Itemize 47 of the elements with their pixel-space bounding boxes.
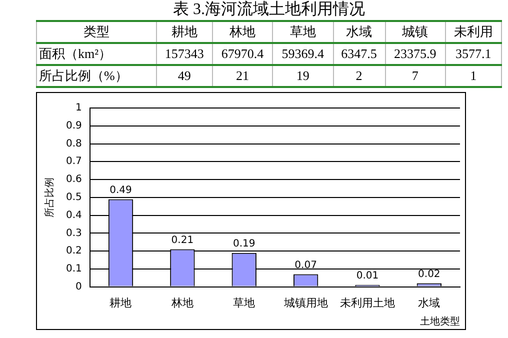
- category-label: 耕地: [156, 21, 212, 43]
- data-label: 0.07: [294, 260, 317, 271]
- data-label: 23375.9: [385, 43, 446, 65]
- text: 类型: [36, 21, 156, 43]
- text: 所占比例（%）: [36, 65, 156, 87]
- data-label: 67970.4: [212, 43, 273, 65]
- x-tick-label: 未利用土地: [340, 296, 395, 310]
- text: 面积（km²）: [36, 43, 156, 65]
- y-tick-label: 1: [76, 102, 82, 114]
- category-label: 水域: [333, 21, 385, 43]
- data-label: 0.21: [171, 234, 194, 246]
- category-label: 城镇: [385, 21, 446, 43]
- x-tick-label: 水域: [418, 296, 440, 310]
- category-label: 林地: [212, 21, 273, 43]
- x-tick-label: 城镇用地: [282, 296, 328, 310]
- data-label: 0.19: [232, 238, 256, 250]
- y-tick-label: 0.9: [66, 120, 82, 132]
- y-tick-label: 0.6: [66, 174, 82, 186]
- y-tick-label: 0.5: [66, 192, 82, 203]
- data-label: 19: [272, 65, 333, 87]
- data-label: 49: [156, 65, 212, 87]
- data-label: 0.49: [110, 184, 132, 196]
- text: 表 3.海河流域土地利用情况: [172, 0, 366, 20]
- data-label: 21: [212, 65, 273, 87]
- x-axis-title: 土地类型: [420, 316, 460, 328]
- data-label: 0.02: [418, 268, 440, 280]
- category-label: 草地: [272, 21, 333, 43]
- x-tick-label: 林地: [170, 296, 194, 310]
- y-axis-title: 所占比例: [44, 177, 56, 218]
- data-label: 157343: [156, 43, 212, 65]
- y-tick-label: 0.4: [66, 210, 82, 221]
- x-tick-label: 草地: [233, 296, 256, 310]
- x-tick-label: 耕地: [110, 296, 132, 310]
- y-tick-label: 0.8: [66, 138, 82, 150]
- category-label: 未利用: [445, 21, 502, 43]
- data-label: 7: [385, 65, 446, 87]
- y-tick-label: 0: [76, 281, 82, 292]
- y-tick-label: 0.7: [66, 156, 82, 168]
- data-label: 3577.1: [445, 43, 502, 65]
- y-tick-label: 0.3: [66, 228, 82, 239]
- data-label: 0.01: [356, 270, 379, 282]
- data-label: 6347.5: [333, 43, 385, 65]
- y-tick-label: 0.1: [66, 264, 82, 275]
- data-label: 59369.4: [272, 43, 333, 65]
- y-tick-label: 0.2: [66, 246, 82, 257]
- data-label: 1: [445, 65, 502, 87]
- data-label: 2: [333, 65, 385, 87]
